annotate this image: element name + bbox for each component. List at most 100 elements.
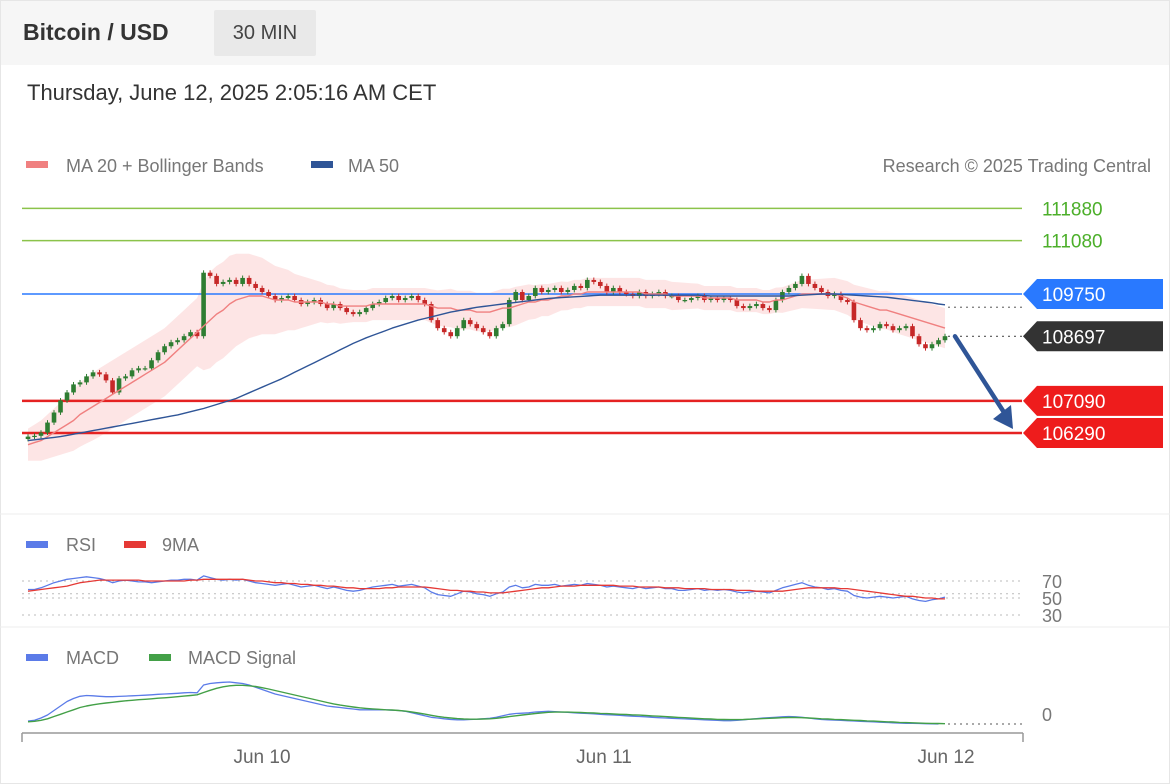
candle-body xyxy=(435,320,441,329)
candle-body xyxy=(728,298,733,301)
candle-body xyxy=(676,296,681,301)
candle-body xyxy=(552,287,558,290)
candle-body xyxy=(272,296,278,301)
candle-body xyxy=(832,294,837,297)
candle-body xyxy=(877,324,883,329)
ma50-line xyxy=(27,293,946,442)
candle-body xyxy=(474,324,480,329)
candle-body xyxy=(571,285,577,290)
candle-body xyxy=(578,285,584,288)
candle-body xyxy=(246,277,252,284)
candle-body xyxy=(155,352,161,361)
candle-body xyxy=(793,283,798,288)
candle-body xyxy=(370,304,375,309)
candle-body xyxy=(754,304,759,307)
candle-body xyxy=(441,328,447,333)
pivot-level-label: 109750 xyxy=(1042,285,1105,306)
x-axis xyxy=(21,732,1024,742)
candle-body xyxy=(376,302,382,305)
candle-body xyxy=(331,304,336,309)
candle-body xyxy=(526,296,532,301)
candle-body xyxy=(32,435,37,438)
candle-body xyxy=(142,368,148,370)
candle-body xyxy=(428,304,434,321)
ma20-legend-label: MA 20 + Bollinger Bands xyxy=(66,156,264,176)
candle-body xyxy=(624,291,629,294)
candle-body xyxy=(38,432,44,436)
candle-body xyxy=(45,422,50,433)
candle-body xyxy=(897,328,902,331)
candle-body xyxy=(454,328,460,337)
candle-body xyxy=(845,300,850,303)
support-level-tag xyxy=(1023,418,1163,448)
candle-body xyxy=(513,291,519,301)
macd-tick-label: 0 xyxy=(1042,705,1052,725)
candle-body xyxy=(487,332,493,337)
candle-body xyxy=(936,340,941,345)
candle-body xyxy=(422,300,428,305)
candle-body xyxy=(689,298,694,301)
candle-body xyxy=(656,291,662,294)
candle-body xyxy=(708,298,714,301)
candle-body xyxy=(188,332,193,337)
candle-body xyxy=(110,380,115,393)
rsi-tick-label: 30 xyxy=(1042,606,1062,626)
candle-body xyxy=(923,344,928,349)
candle-body xyxy=(747,306,753,309)
ma50-legend-swatch xyxy=(311,161,333,168)
ma50-legend-label: MA 50 xyxy=(348,156,399,176)
x-axis-ticks: Jun 10 Jun 11 Jun 12 xyxy=(233,747,974,768)
candle-body xyxy=(838,294,844,301)
candle-body xyxy=(285,296,291,299)
candle-body xyxy=(311,300,317,303)
candle-body xyxy=(448,332,454,337)
support-level-label: 107090 xyxy=(1042,392,1105,413)
candle-body xyxy=(51,412,57,423)
candle-body xyxy=(396,296,402,301)
macd-signal-line xyxy=(27,684,946,725)
candle-body xyxy=(519,291,525,301)
candle-body xyxy=(506,300,512,325)
candle-body xyxy=(929,344,935,349)
candle-body xyxy=(734,300,740,307)
candle-body xyxy=(279,298,284,301)
x-tick-label: Jun 11 xyxy=(576,747,632,768)
candle-body xyxy=(123,376,128,379)
candle-body xyxy=(259,287,265,292)
candle-body xyxy=(253,283,258,288)
bollinger-band xyxy=(28,253,945,461)
candle-body xyxy=(357,312,362,315)
date-label: Thursday, June 12, 2025 2:05:16 AM CET xyxy=(27,80,437,105)
candle-body xyxy=(129,370,135,377)
candle-body xyxy=(760,304,766,309)
candle-body xyxy=(916,336,922,345)
candle-body xyxy=(461,320,467,329)
ma9-legend-label: 9MA xyxy=(162,535,199,555)
candle-body xyxy=(402,298,408,301)
candle-body xyxy=(695,296,701,299)
timeframe-badge[interactable]: 30 MIN xyxy=(214,10,316,56)
candle-body xyxy=(767,308,772,311)
candle-body xyxy=(884,324,889,327)
candle-body xyxy=(207,272,213,276)
candle-body xyxy=(812,283,818,288)
candle-body xyxy=(415,296,421,301)
candle-body xyxy=(77,382,83,385)
candle-body xyxy=(305,302,310,305)
candle-body xyxy=(532,287,538,297)
candle-body xyxy=(240,277,245,284)
candle-body xyxy=(103,374,109,381)
candle-body xyxy=(545,289,551,292)
support-level-label: 106290 xyxy=(1042,424,1105,445)
candle-body xyxy=(214,275,219,284)
candle-body xyxy=(773,300,779,311)
candle-body xyxy=(637,291,642,297)
candle-body xyxy=(604,285,610,292)
price-plot-area: 111880 111080 109750 108697 107090 106290 xyxy=(22,199,1163,461)
candle-body xyxy=(558,287,564,292)
candle-body xyxy=(890,326,896,331)
header-bar: Bitcoin / USD 30 MIN xyxy=(1,1,1169,65)
candle-body xyxy=(363,308,369,313)
rsi-tick-label: 70 xyxy=(1042,572,1062,592)
